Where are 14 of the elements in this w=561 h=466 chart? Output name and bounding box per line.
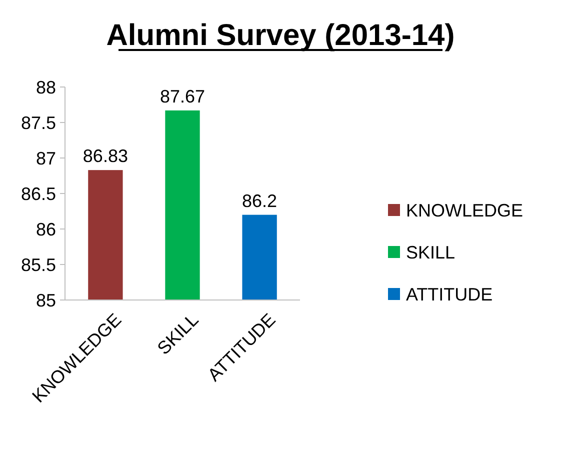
- legend-label: SKILL: [406, 242, 456, 262]
- legend-label: KNOWLEDGE: [406, 200, 524, 220]
- legend-label: ATTITUDE: [406, 284, 493, 304]
- y-tick-label: 86.5: [20, 184, 56, 204]
- data-label: 86.83: [82, 146, 128, 166]
- y-tick-label: 88: [36, 77, 56, 98]
- y-tick-label: 85.5: [20, 254, 56, 275]
- chart-title: Alumni Survey (2013-14): [106, 19, 455, 52]
- y-tick-label: 85: [36, 290, 56, 310]
- y-tick-label: 87: [36, 148, 56, 168]
- y-tick-label: 86: [36, 219, 56, 240]
- data-label: 87.67: [160, 86, 206, 106]
- y-tick-label: 87.5: [20, 112, 56, 133]
- data-label: 86.2: [242, 190, 278, 211]
